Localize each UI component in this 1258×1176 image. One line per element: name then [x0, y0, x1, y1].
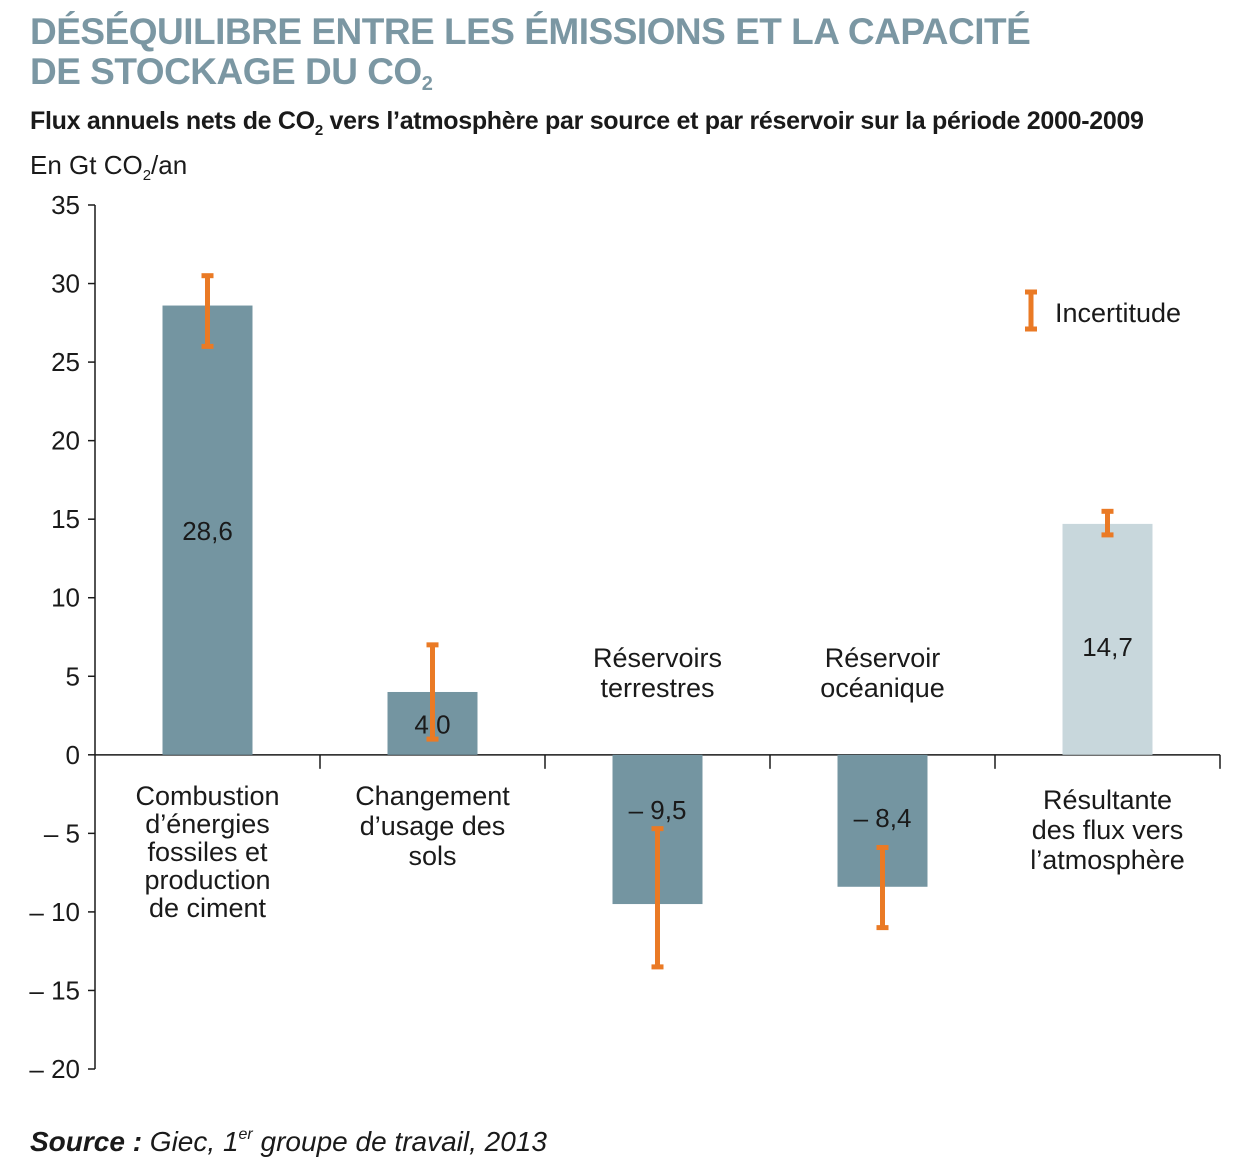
source-note: Source : Giec, 1er groupe de travail, 20… [30, 1126, 547, 1158]
category-label: Réservoirs [593, 643, 722, 673]
y-tick-label: – 5 [44, 818, 80, 848]
bar-value-label: 14,7 [1082, 632, 1133, 662]
unit-subscript: 2 [142, 167, 152, 184]
bar-value-label: – 9,5 [629, 795, 687, 825]
chart-title-line1: DÉSÉQUILIBRE ENTRE LES ÉMISSIONS ET LA C… [30, 11, 1031, 52]
y-tick-label: – 20 [29, 1054, 80, 1084]
y-tick-label: 10 [51, 583, 80, 613]
y-tick-label: 35 [51, 190, 80, 220]
source-text-post: groupe de travail, 2013 [252, 1126, 547, 1157]
legend-label: Incertitude [1055, 298, 1181, 328]
category-label: d’usage des [360, 811, 506, 841]
y-tick-label: 5 [66, 661, 80, 691]
category-label: d’énergies [145, 809, 270, 839]
category-label: fossiles et [147, 837, 268, 867]
subtitle-pre: Flux annuels nets de CO [30, 107, 315, 135]
subtitle-subscript: 2 [314, 122, 323, 139]
chart-subtitle: Flux annuels nets de CO2 vers l’atmosphè… [30, 107, 1250, 139]
y-tick-label: 0 [66, 740, 80, 770]
y-tick-label: 30 [51, 269, 80, 299]
category-label: Réservoir [825, 643, 941, 673]
subtitle-post: vers l’atmosphère par source et par rése… [322, 107, 1144, 135]
y-tick-label: – 15 [29, 975, 80, 1005]
source-text-pre: Giec, 1 [142, 1126, 239, 1157]
bar-value-label: 28,6 [182, 516, 233, 546]
bar-value-label: – 8,4 [854, 803, 912, 833]
y-tick-label: 20 [51, 426, 80, 456]
source-superscript: er [238, 1126, 253, 1143]
bar [1062, 523, 1153, 755]
y-tick-label: 15 [51, 504, 80, 534]
chart-title-line2-text: DE STOCKAGE DU CO [30, 51, 422, 92]
category-label: océanique [820, 673, 945, 703]
category-label: de ciment [149, 893, 267, 923]
category-label: Combustion [135, 781, 279, 811]
y-tick-label: 25 [51, 347, 80, 377]
y-axis-unit-label: En Gt CO2/an [30, 150, 188, 184]
source-label: Source : [30, 1126, 143, 1157]
category-label: l’atmosphère [1030, 845, 1185, 875]
y-tick-label: – 10 [29, 897, 80, 927]
category-label: production [144, 865, 270, 895]
unit-pre: En Gt CO [30, 150, 143, 180]
category-label: terrestres [600, 673, 714, 703]
unit-post: /an [151, 150, 188, 180]
chart-title: DÉSÉQUILIBRE ENTRE LES ÉMISSIONS ET LA C… [30, 11, 1130, 95]
category-label: des flux vers [1032, 815, 1184, 845]
category-label: Changement [355, 781, 510, 811]
bar-chart: 35 30 25 20 15 10 5 0 – 5 – 10 – 15 – 20 28,6 Combust… [29, 190, 1221, 1084]
category-label: Résultante [1043, 785, 1172, 815]
bar [162, 305, 253, 755]
chart-title-subscript: 2 [421, 73, 433, 95]
category-label: sols [408, 841, 456, 871]
chart-title-line2: DE STOCKAGE DU CO2 [30, 51, 1130, 95]
